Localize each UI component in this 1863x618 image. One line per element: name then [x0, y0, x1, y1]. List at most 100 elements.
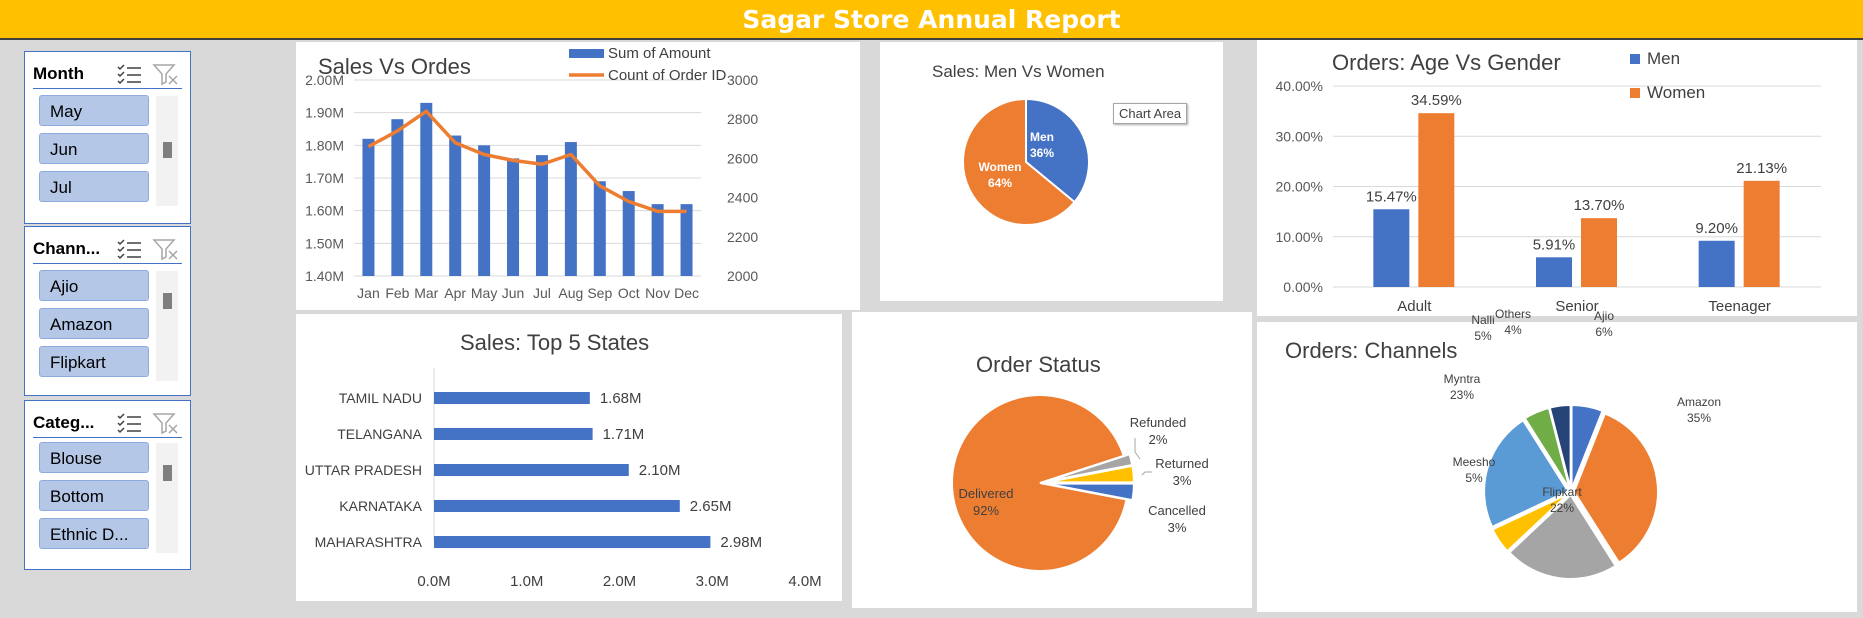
slicer-scrollbar[interactable]: [156, 96, 178, 206]
x-axis-tick: Feb: [385, 285, 409, 301]
slicer-item-amazon[interactable]: Amazon: [39, 308, 149, 339]
pie-label-name: Men: [1030, 130, 1054, 144]
chart-area-tooltip: Chart Area: [1113, 103, 1188, 124]
clear-filter-icon[interactable]: [151, 411, 181, 435]
top-states-chart: TAMIL NADU 1.68M TELANGANA 1.71M UTTAR PRADE…: [305, 368, 822, 590]
chart-panel-top-states[interactable]: Sales: Top 5 States TAMIL NADU 1.68M TELAN…: [296, 314, 842, 601]
multi-select-icon[interactable]: [115, 237, 145, 261]
bar-data-label: 13.70%: [1574, 197, 1625, 214]
legend-label: Women: [1647, 83, 1705, 102]
chart-title: Orders: Channels: [1285, 338, 1458, 363]
slicer-month[interactable]: Month May Jun Jul: [24, 51, 191, 224]
bar-sum-of-amount: [362, 138, 375, 276]
slicer-item-jun[interactable]: Jun: [39, 133, 149, 164]
bar-data-label: 5.91%: [1533, 236, 1576, 253]
pie-label-value: 92%: [973, 503, 999, 518]
channels-pie: Ajio 6% Amazon 35% Flipkart 22% Meesho 5% Myntra…: [1444, 307, 1721, 580]
multi-select-icon[interactable]: [115, 62, 145, 86]
x-axis-tick: 4.0M: [788, 573, 821, 590]
pie-slice-returned: [1045, 464, 1135, 484]
slicer-item-flipkart[interactable]: Flipkart: [39, 346, 149, 377]
slicer-channel[interactable]: Chann... Ajio Amazon Flipkart: [24, 226, 191, 396]
bar-data-label: 21.13%: [1736, 160, 1787, 177]
order-status-pie: Delivered 92% Refunded 2% Returned 3% Cancelle…: [951, 394, 1209, 572]
pie-label-value: 4%: [1504, 323, 1522, 337]
x-axis-tick: 1.0M: [510, 573, 543, 590]
x-axis-tick: Oct: [618, 285, 640, 301]
chart-panel-sales-vs-orders[interactable]: Sales Vs Ordes 1.40M 1.50M 1.60M 1.70M 1.80M…: [296, 42, 860, 310]
left-axis-tick: 1.50M: [305, 235, 344, 251]
multi-select-icon[interactable]: [115, 411, 145, 435]
pie-slice-amazon: [1572, 412, 1659, 565]
scroll-thumb[interactable]: [163, 142, 172, 158]
bar-data-label: 1.71M: [603, 426, 645, 443]
slicer-item-ethnic[interactable]: Ethnic D...: [39, 518, 149, 549]
x-axis-tick: Jul: [533, 285, 551, 301]
bar-sum-of-amount: [478, 145, 491, 276]
bar-sum-of-amount: [564, 142, 577, 276]
slicer-item-jul[interactable]: Jul: [39, 171, 149, 202]
left-axis-tick: 1.70M: [305, 170, 344, 186]
pie-slice-flipkart: [1507, 493, 1618, 580]
x-axis-tick: 3.0M: [696, 573, 729, 590]
pie-slice-women: [962, 97, 1076, 226]
clear-filter-icon[interactable]: [151, 62, 181, 86]
bar-sum-of-amount: [593, 181, 606, 276]
right-axis-tick: 2000: [727, 268, 758, 284]
legend-swatch-men: [1630, 54, 1640, 64]
scroll-thumb[interactable]: [163, 465, 172, 481]
y-axis-tick: MAHARASHTRA: [315, 534, 423, 550]
clear-filter-icon[interactable]: [151, 237, 181, 261]
slicer-item-blouse[interactable]: Blouse: [39, 442, 149, 473]
slicer-scrollbar[interactable]: [156, 443, 178, 553]
right-axis-tick: 2800: [727, 111, 758, 127]
x-axis-tick: Dec: [674, 285, 699, 301]
y-axis-tick: 20.00%: [1276, 179, 1323, 195]
pie-label-name: Flipkart: [1542, 485, 1582, 499]
slicer-header: Chann...: [33, 235, 182, 264]
slicer-scrollbar[interactable]: [156, 271, 178, 381]
y-axis-tick: 0.00%: [1283, 279, 1323, 295]
leader-line: [1141, 471, 1152, 476]
slicer-item-may[interactable]: May: [39, 95, 149, 126]
y-axis-tick: KARNATAKA: [339, 498, 422, 514]
y-axis-tick: 10.00%: [1276, 229, 1323, 245]
x-axis-tick: Jun: [502, 285, 525, 301]
men-vs-women-pie: Men 36% Women 64%: [962, 97, 1090, 226]
slicer-item-bottom[interactable]: Bottom: [39, 480, 149, 511]
pie-label-name: Others: [1495, 307, 1531, 321]
slicer-item-ajio[interactable]: Ajio: [39, 270, 149, 301]
chart-panel-men-vs-women[interactable]: Sales: Men Vs Women Men 36% Women 64% Chart…: [880, 42, 1223, 301]
pie-label-value: 64%: [988, 176, 1012, 190]
bar-data-label: 9.20%: [1695, 220, 1738, 237]
bar-data-label: 34.59%: [1411, 92, 1462, 109]
right-axis-tick: 2600: [727, 150, 758, 166]
bar-sum-of-amount: [535, 155, 548, 276]
scroll-thumb[interactable]: [163, 293, 172, 309]
chart-panel-age-vs-gender[interactable]: Orders: Age Vs Gender 0.00% 10.00% 20.00% 3…: [1257, 40, 1857, 316]
line-count-of-order-id: [367, 109, 687, 214]
left-axis-tick: 1.80M: [305, 137, 344, 153]
slicer-header: Categ...: [33, 409, 182, 438]
bar-data-label: 1.68M: [600, 390, 642, 407]
legend-label: Sum of Amount: [608, 45, 711, 62]
slicer-header: Month: [33, 60, 182, 89]
pie-slice-meesho: [1491, 492, 1570, 553]
bar-women: [1743, 180, 1780, 287]
x-axis-tick: Senior: [1555, 298, 1598, 315]
y-axis-tick: 30.00%: [1276, 128, 1323, 144]
bar-sum-of-amount: [507, 158, 520, 276]
chart-panel-channels[interactable]: Orders: Channels Ajio 6% Amazon 35% Flipkart…: [1257, 307, 1857, 612]
x-axis-tick: Nov: [645, 285, 670, 301]
slicer-category[interactable]: Categ... Blouse Bottom Ethnic D...: [24, 400, 191, 570]
pie-label-name: Nalli: [1471, 313, 1494, 327]
chart-panel-order-status[interactable]: Order Status Delivered 92% Refunded 2% Retur…: [852, 312, 1252, 608]
pie-label-value: 22%: [1550, 501, 1574, 515]
chart-title: Orders: Age Vs Gender: [1332, 50, 1561, 75]
pie-label-name: Women: [978, 160, 1021, 174]
chart-title: Order Status: [976, 352, 1101, 377]
legend-swatch-sum-of-amount: [569, 49, 604, 58]
bar-state: [434, 464, 629, 476]
age-vs-gender-chart: 0.00% 10.00% 20.00% 30.00% 40.00% Adult 15.47%…: [1276, 49, 1821, 315]
pie-label-value: 3%: [1168, 520, 1187, 535]
